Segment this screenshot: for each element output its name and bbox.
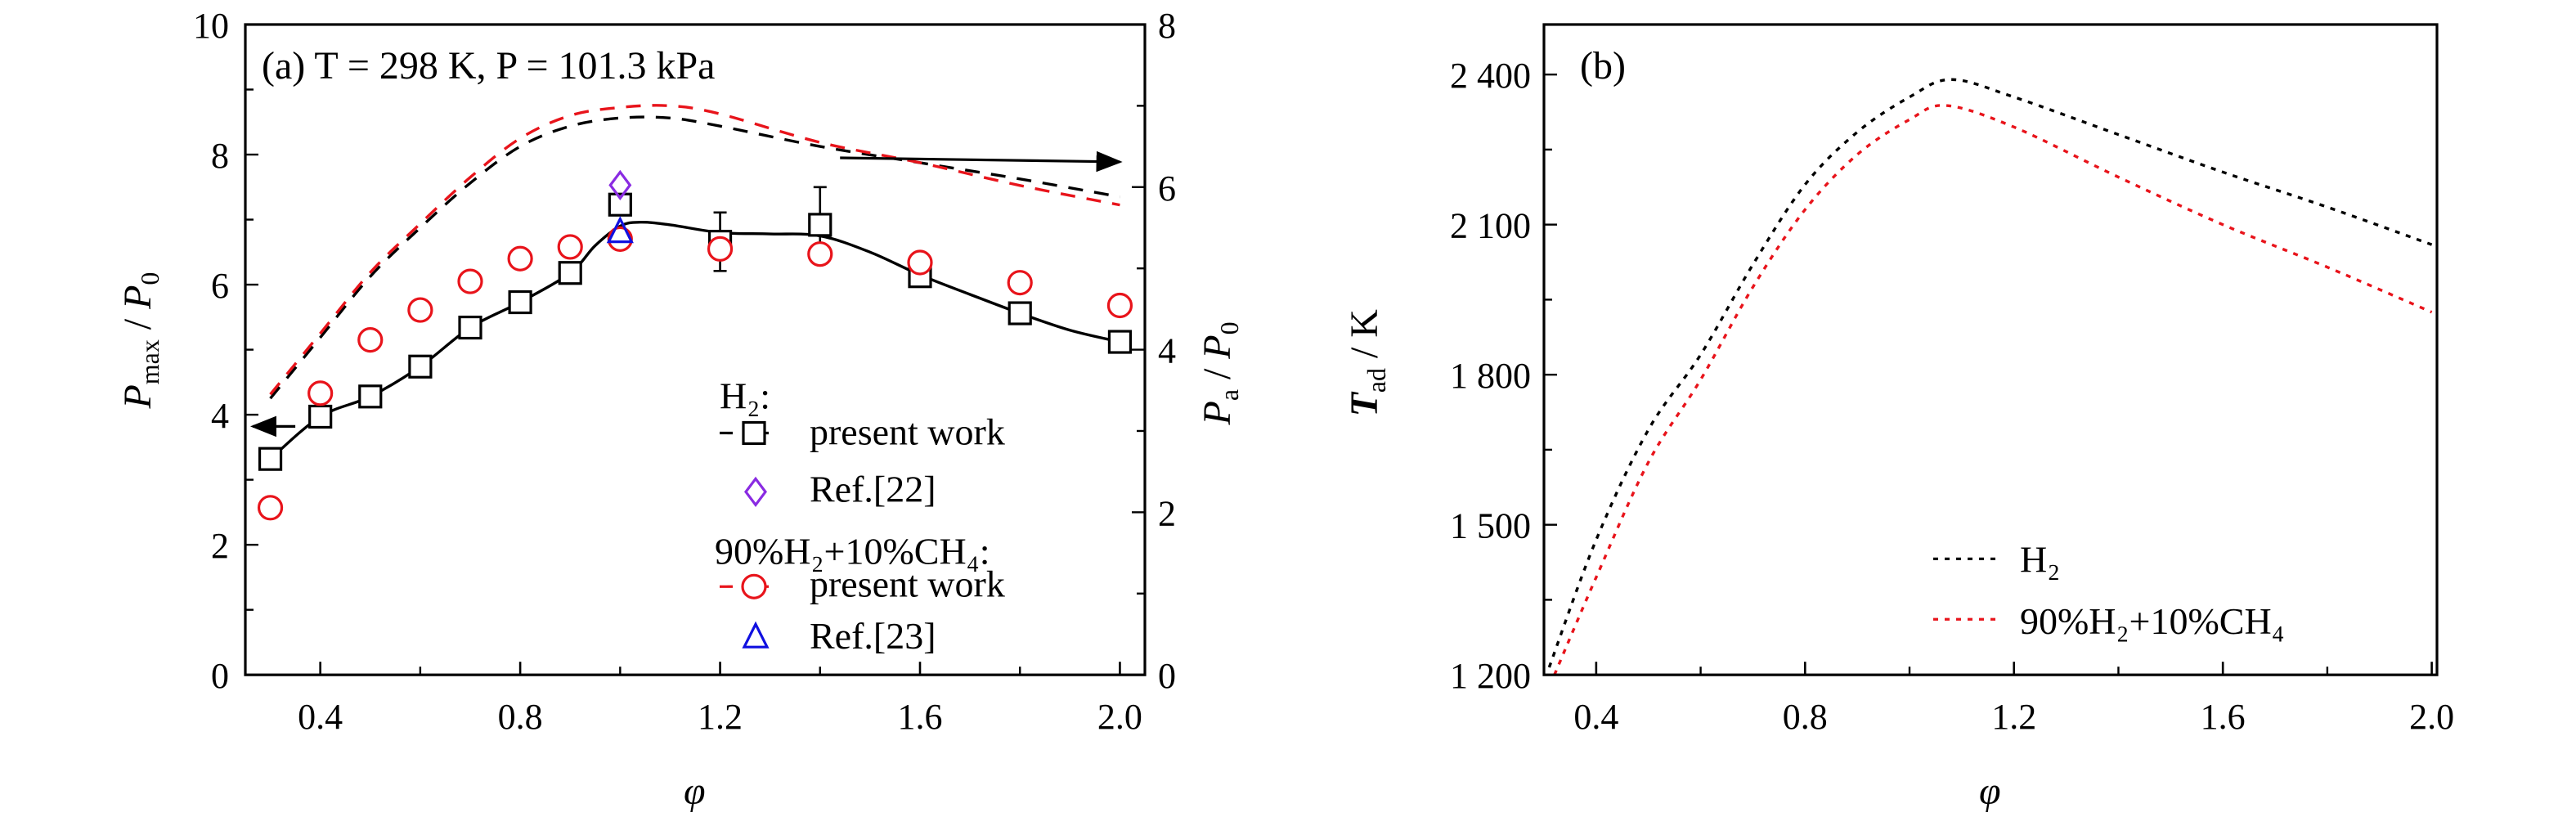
data-point-circle (407, 297, 433, 323)
legend-h2-present-swatch (720, 420, 788, 446)
right-y-tick-label: 4 (1158, 331, 1176, 371)
x-tick-label: 1.2 (698, 697, 743, 737)
data-point-square (1107, 330, 1133, 354)
right-y-tick-label: 2 (1158, 493, 1176, 533)
legend-mix: 90%H₂+10%CH₄ (2020, 600, 2285, 642)
panel-b-label: (b) (1580, 44, 1626, 88)
right-y-tick-label: 0 (1158, 656, 1176, 696)
data-point-square (308, 404, 333, 429)
data-point-square (408, 354, 433, 379)
legend-ref22: Ref.[22] (810, 468, 936, 510)
data-point-circle (357, 327, 384, 353)
data-point-diamond (608, 169, 632, 201)
data-point-circle (1007, 270, 1033, 296)
x-tick-label: 0.8 (498, 697, 543, 737)
data-point-circle (457, 268, 483, 294)
series-line-5 (269, 115, 1120, 400)
data-point-circle (307, 380, 334, 406)
legend-ref22-swatch (744, 476, 767, 508)
data-point-circle (257, 495, 284, 521)
panel-a-right-y-axis-label: Pa / P0 (1196, 321, 1244, 425)
legend-h2-present-work: present work (810, 411, 1005, 452)
right-y-tick-label: 8 (1158, 6, 1176, 46)
panel-a-ticks: 0.4 0.8 1.2 1.6 2.0 0 2 4 6 8 10 0 2 4 6 8 (193, 6, 1176, 737)
x-tick-label: 0.4 (1573, 697, 1618, 737)
x-tick-label: 0.4 (298, 697, 343, 737)
y-tick-label: 1 200 (1450, 656, 1531, 696)
x-tick-label: 1.6 (898, 697, 943, 737)
data-point-circle (507, 245, 533, 272)
data-point-square (558, 261, 582, 285)
panel-a-label: (a) T = 298 K, P = 101.3 kPa (262, 44, 715, 88)
data-point-square (1008, 301, 1032, 325)
legend-diamond-marker (744, 476, 767, 508)
y-tick-label: 2 400 (1450, 56, 1531, 96)
x-tick-label: 1.6 (2201, 697, 2246, 737)
y-tick-label: 2 (211, 526, 229, 566)
legend-mix-present-swatch (720, 573, 788, 599)
legend-ref23-swatch (742, 621, 770, 649)
y-tick-label: 10 (193, 6, 229, 46)
legend-ref23: Ref.[23] (810, 615, 936, 657)
panel-a-marks (249, 104, 1133, 521)
legend-h2: H₂ (2020, 538, 2060, 580)
x-tick-label: 2.0 (2409, 697, 2454, 737)
panel-a-x-axis-label: φ (684, 770, 706, 813)
data-point-square (458, 315, 482, 340)
data-point-circle (607, 226, 633, 252)
data-point-square (508, 290, 532, 315)
data-point-circle (1106, 292, 1133, 319)
x-tick-label: 1.2 (1991, 697, 2036, 737)
data-point-circle (807, 241, 833, 267)
y-tick-label: 8 (211, 136, 229, 176)
y-tick-label: 1 800 (1450, 356, 1531, 396)
data-point-square (358, 384, 383, 409)
panel-b: 0.4 0.8 1.2 1.6 2.0 1 200 1 500 1 800 2 100 2 400… (1343, 23, 2454, 813)
series-line-0 (1547, 78, 2433, 668)
legend-group-mix: 90%H₂+10%CH₄: (715, 530, 990, 572)
axis-arrow-right (840, 150, 1123, 173)
x-tick-label: 0.8 (1783, 697, 1828, 737)
panel-b-y-axis-label: Tad / K (1343, 309, 1391, 417)
series-line-1 (1553, 104, 2433, 676)
data-point-circle (907, 249, 933, 276)
right-y-tick-label: 6 (1158, 168, 1176, 209)
legend-square-marker (742, 420, 766, 446)
data-point-circle (707, 236, 734, 262)
y-tick-label: 1 500 (1450, 506, 1531, 546)
data-point-square (258, 447, 283, 471)
x-tick-label: 2.0 (1097, 697, 1142, 737)
y-tick-label: 6 (211, 266, 229, 306)
y-tick-label: 4 (211, 396, 229, 436)
legend-group-h2: H₂: (720, 375, 770, 417)
y-tick-label: 0 (211, 656, 229, 696)
panel-b-axes-frame (1542, 23, 2439, 676)
panel-a: 0.4 0.8 1.2 1.6 2.0 0 2 4 6 8 10 0 2 4 6 8 (a) T = 298 … (116, 6, 1244, 813)
panel-a-y-axis-label: Pmax / P0 (116, 272, 164, 410)
legend-mix-present-work: present work (810, 563, 1005, 604)
data-point-triangle (606, 216, 634, 244)
y-tick-label: 2 100 (1450, 206, 1531, 246)
data-point-circle (557, 234, 583, 260)
series-line-6 (269, 104, 1120, 396)
legend-triangle-marker (742, 621, 770, 649)
legend-circle-marker (741, 573, 767, 599)
panel-b-legend: H₂ 90%H₂+10%CH₄ (1933, 538, 2285, 642)
panel-b-marks (1547, 78, 2433, 676)
data-point-square (808, 213, 832, 237)
panel-a-legend: H₂: present work Ref.[22] 90%H₂+10%CH₄: … (715, 375, 1005, 658)
panel-b-ticks: 0.4 0.8 1.2 1.6 2.0 1 200 1 500 1 800 2 100 2 400 (1450, 56, 2454, 737)
panel-b-x-axis-label: φ (1979, 770, 2001, 813)
